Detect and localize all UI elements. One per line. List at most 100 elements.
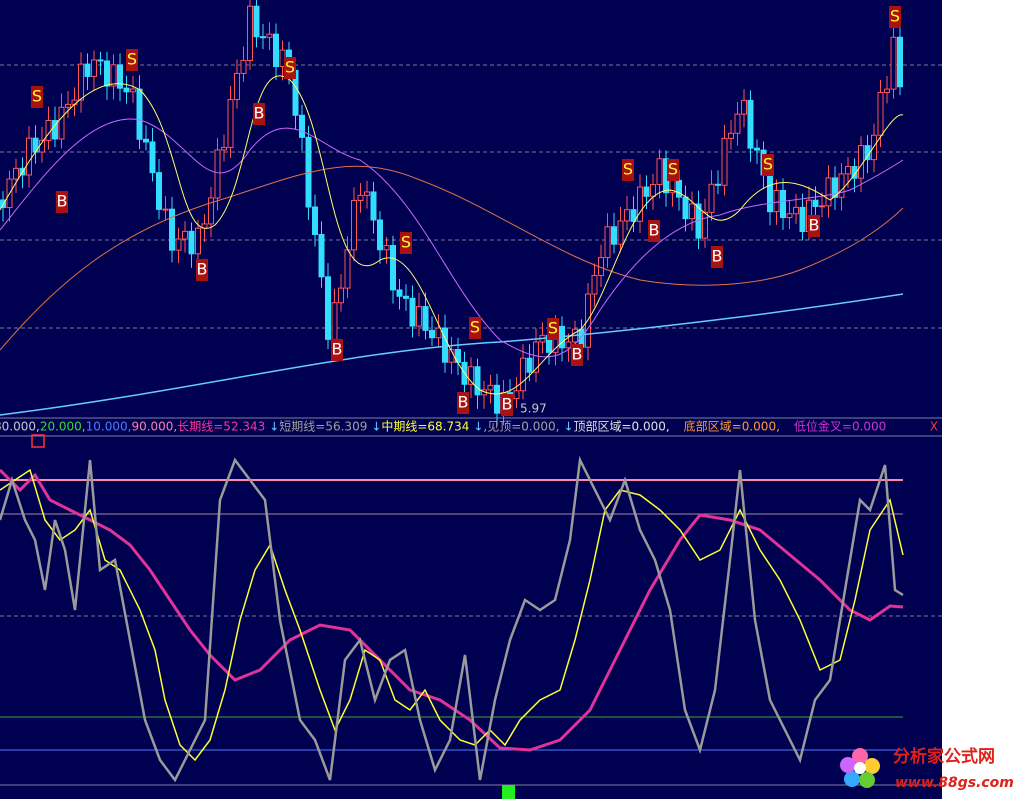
candle-body — [487, 384, 494, 391]
candle-body — [793, 206, 799, 215]
candle-body — [97, 59, 104, 62]
candle-body — [247, 5, 253, 61]
low-price-label: 5.97 — [520, 402, 547, 416]
arrow-icon: ↓ — [269, 420, 279, 434]
indicator-value: 20.000, — [40, 420, 86, 434]
candle-body — [52, 119, 58, 140]
indicator-value: ,见顶=0.000, — [483, 420, 559, 434]
signal-box — [711, 246, 723, 268]
chart-bg — [0, 0, 942, 799]
candle-body — [149, 141, 156, 174]
candle-body — [851, 166, 858, 179]
arrow-icon: ↓ — [563, 420, 573, 434]
candle-body — [273, 33, 279, 67]
candle-body — [897, 36, 903, 88]
candle-body — [208, 197, 214, 225]
signal-box — [571, 344, 583, 366]
ma-long — [0, 293, 904, 416]
candle-body — [565, 341, 572, 349]
candle-body — [266, 33, 273, 38]
candle-body — [747, 99, 754, 149]
indicator-value: 90.000, — [131, 420, 177, 434]
signal-box — [331, 339, 343, 361]
candle-body — [676, 179, 682, 198]
signal-box — [469, 317, 481, 339]
candle-body — [474, 366, 481, 396]
candle-body — [364, 191, 370, 196]
candle-body — [130, 88, 136, 93]
candle-body — [689, 203, 695, 220]
indicator-value: 80.000, — [0, 420, 40, 434]
signal-label: B — [197, 260, 208, 279]
signal-box — [284, 57, 296, 79]
candle-body — [422, 306, 429, 331]
indicator-value: 低位金叉=0.000 — [794, 419, 886, 434]
candle-body — [299, 114, 305, 138]
signal-label: B — [572, 345, 583, 364]
candle-body — [26, 137, 32, 176]
signal-box — [762, 154, 774, 176]
candle-body — [754, 147, 760, 151]
close-button[interactable]: X — [930, 420, 938, 434]
candle-body — [58, 106, 65, 140]
signal-label: B — [57, 192, 68, 211]
candle-body — [786, 213, 793, 219]
signal-box — [196, 259, 208, 281]
candle-body — [65, 103, 71, 108]
candle-body — [429, 329, 435, 339]
candle-body — [773, 189, 780, 213]
watermark-title: 分析家公式网 — [893, 746, 995, 767]
signal-label: B — [649, 221, 660, 240]
candle-body — [741, 99, 747, 115]
candle-body — [344, 249, 351, 289]
candle-body — [156, 172, 162, 210]
candle-body — [221, 146, 227, 151]
candle-body — [721, 137, 728, 186]
candle-body — [832, 177, 838, 198]
candle-body — [604, 226, 611, 259]
candle-body — [325, 276, 331, 340]
indicator-value: 短期线=56.309 — [279, 420, 367, 434]
candle-body — [331, 302, 338, 340]
signal-label: B — [254, 104, 265, 123]
candle-body — [494, 384, 500, 414]
candle-body — [312, 206, 318, 235]
candle-body — [513, 390, 520, 400]
candle-body — [195, 227, 201, 255]
candle-body — [520, 357, 526, 392]
candle-body — [227, 99, 234, 148]
candle-body — [0, 199, 6, 209]
signal-box — [126, 49, 138, 71]
candle-body — [708, 183, 715, 213]
candle-body — [182, 230, 188, 240]
arrow-icon: ↓ — [371, 420, 381, 434]
candle-body — [370, 191, 377, 221]
candle-body — [169, 208, 175, 251]
candle-body — [91, 59, 97, 77]
candle-body — [13, 167, 19, 180]
candle-body — [650, 184, 656, 197]
candle-body — [162, 208, 169, 211]
indicator-value: 长期线=52.343 — [177, 420, 265, 434]
signal-box — [547, 318, 559, 340]
candle-body — [533, 341, 539, 373]
signal-box — [622, 159, 634, 181]
candle-body — [84, 63, 91, 77]
candle-body — [240, 59, 247, 74]
side-strip — [942, 0, 1035, 799]
candle-body — [234, 72, 240, 101]
signal-box — [457, 392, 469, 414]
ma-short — [0, 75, 904, 395]
candle-body — [630, 209, 637, 222]
candle-body — [812, 199, 819, 207]
candle-body — [890, 36, 897, 90]
signal-label: S — [623, 160, 633, 179]
indicator-value: 底部区域=0.000, — [684, 419, 780, 434]
candle-body — [468, 366, 474, 385]
candle-body — [877, 91, 884, 136]
candle-body — [435, 327, 442, 339]
signal-box — [648, 220, 660, 242]
candle-body — [591, 274, 598, 295]
